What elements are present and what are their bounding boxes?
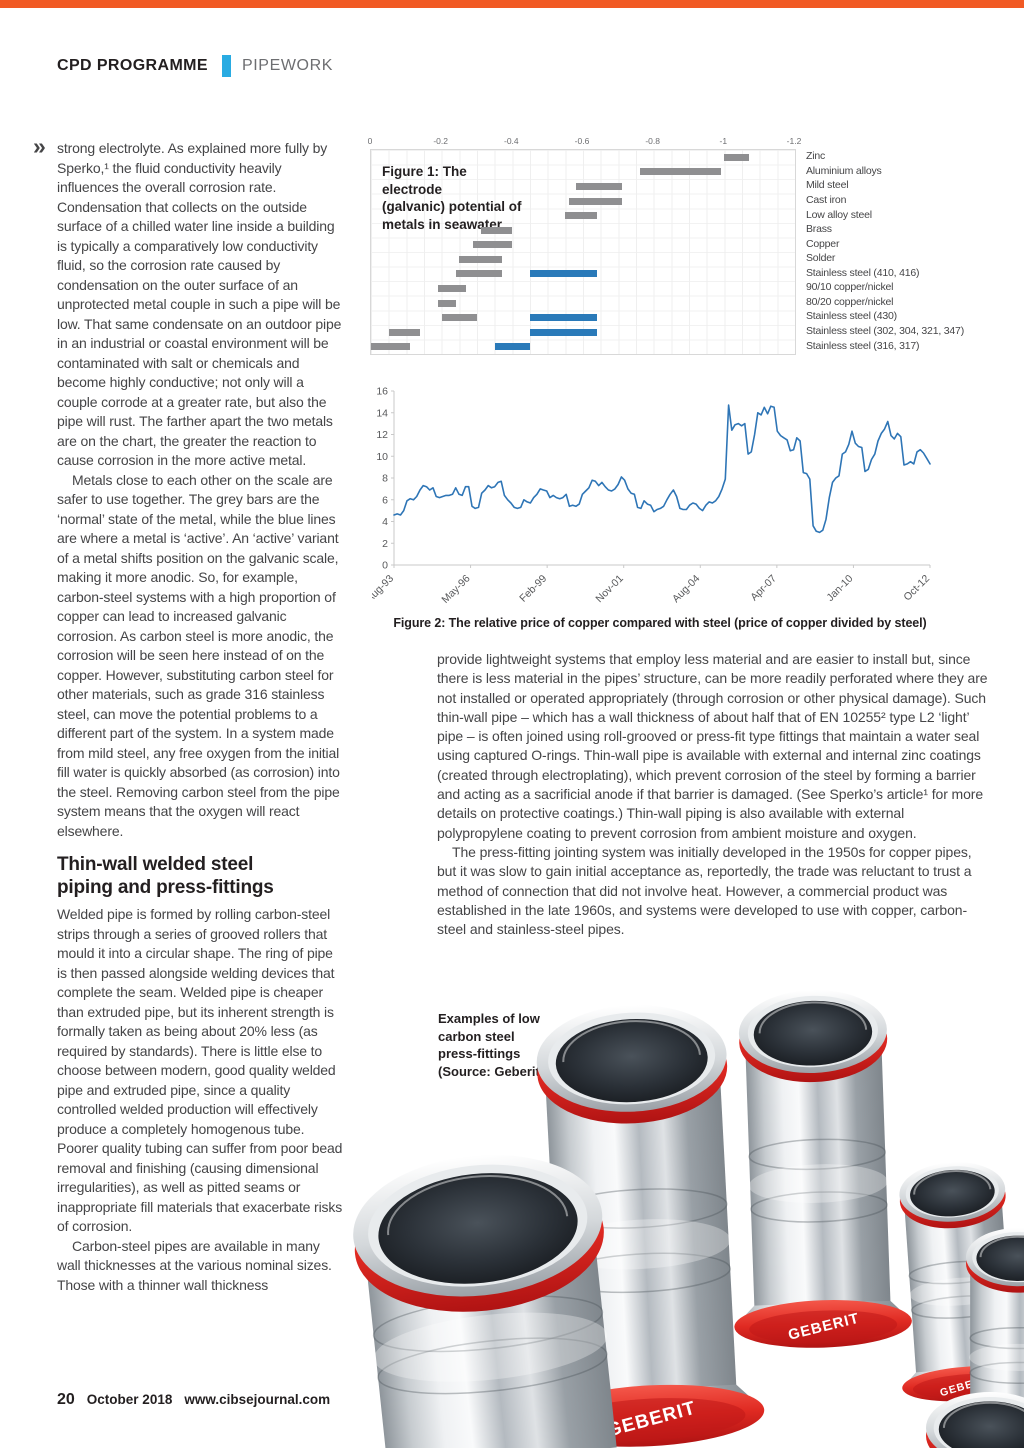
website: www.cibsejournal.com bbox=[184, 1392, 331, 1407]
body-paragraph: strong electrolyte. As explained more fu… bbox=[57, 140, 342, 468]
figure2-x-tick: Feb-99 bbox=[517, 573, 549, 605]
body-paragraph: provide lightweight systems that employ … bbox=[437, 651, 988, 841]
header-divider bbox=[221, 55, 231, 77]
page-header: CPD PROGRAMME PIPEWORK bbox=[57, 55, 333, 77]
figure1-plot-area: Figure 1: The electrode (galvanic) poten… bbox=[370, 149, 796, 355]
press-fitting bbox=[353, 1154, 617, 1448]
figure2-y-tick: 16 bbox=[376, 386, 388, 398]
figure1-tick-label: -0.4 bbox=[504, 136, 519, 146]
figure2-x-tick: May-96 bbox=[439, 573, 472, 606]
figure1-range-bar bbox=[441, 314, 477, 322]
figure1-range-bar bbox=[371, 343, 410, 351]
figure2-y-tick: 4 bbox=[382, 516, 388, 528]
figure2-x-tick: Oct-12 bbox=[901, 573, 932, 604]
page-footer: 20 October 2018 www.cibsejournal.com bbox=[57, 1391, 330, 1409]
press-fitting: GEBERIT bbox=[734, 990, 912, 1348]
figure1-metal-label: Low alloy steel bbox=[806, 208, 872, 221]
continuation-marker: » bbox=[33, 133, 46, 159]
figure2-y-tick: 10 bbox=[376, 451, 388, 463]
figure1-metal-label: Mild steel bbox=[806, 179, 849, 192]
figure1-range-bar bbox=[459, 255, 502, 263]
figure1-range-bar bbox=[438, 284, 467, 292]
figure1-galvanic-chart: 0 -0.2 -0.4 -0.6 -0.8 -1 -1.2 Figure 1: The el… bbox=[368, 136, 1020, 364]
right-column: provide lightweight systems that employ … bbox=[437, 650, 989, 939]
issue-date: October 2018 bbox=[86, 1392, 173, 1407]
figure1-range-bar bbox=[575, 182, 622, 190]
figure1-metal-label: Brass bbox=[806, 223, 832, 236]
figure1-range-bar bbox=[480, 226, 513, 234]
section-heading: Thin-wall welded steel piping and press-… bbox=[57, 854, 274, 898]
left-column: strong electrolyte. As explained more fu… bbox=[57, 139, 345, 1295]
figure1-tick-label: -0.8 bbox=[645, 136, 660, 146]
figure2-x-tick: Nov-01 bbox=[593, 573, 626, 606]
top-accent-bar bbox=[0, 0, 1024, 8]
figure2-y-tick: 0 bbox=[382, 560, 388, 572]
figure1-metal-label: Zinc bbox=[806, 150, 826, 163]
figure2-y-tick: 12 bbox=[376, 429, 388, 441]
figure1-tick-label: 0 bbox=[367, 136, 373, 146]
figure1-range-bar bbox=[530, 328, 598, 336]
figure2-x-tick: Jan-10 bbox=[824, 573, 855, 604]
figure1-metal-label: Stainless steel (302, 304, 321, 347) bbox=[806, 325, 964, 338]
figure2-y-tick: 14 bbox=[376, 407, 388, 419]
body-paragraph: Carbon-steel pipes are available in many… bbox=[57, 1237, 332, 1293]
figure1-metal-label: Stainless steel (410, 416) bbox=[806, 266, 920, 279]
photo-caption: Examples of low carbon steel press-fitti… bbox=[438, 1011, 545, 1079]
figure1-tick-label: -1.2 bbox=[786, 136, 802, 146]
figure2-y-tick: 8 bbox=[382, 473, 388, 485]
figure2-x-tick: Aug-93 bbox=[372, 573, 396, 606]
kicker: CPD PROGRAMME bbox=[57, 57, 208, 74]
figure2-y-tick: 6 bbox=[382, 494, 388, 506]
figure1-range-bar bbox=[494, 343, 530, 351]
figure1-range-bar bbox=[724, 153, 750, 161]
figure2-caption: Figure 2: The relative price of copper c… bbox=[393, 616, 927, 630]
figure1-range-bar bbox=[388, 328, 421, 336]
figure1-range-bar bbox=[438, 299, 456, 307]
figure1-tick-label: -1 bbox=[719, 136, 728, 146]
figure1-range-bar bbox=[455, 270, 502, 278]
figure1-range-bar bbox=[568, 197, 622, 205]
figure1-metal-label: Stainless steel (316, 317) bbox=[806, 339, 920, 352]
figure1-range-bar bbox=[473, 241, 513, 249]
body-paragraph: Welded pipe is formed by rolling carbon-… bbox=[57, 906, 343, 1234]
figure1-range-bar bbox=[530, 270, 598, 278]
figure2-price-line bbox=[393, 404, 931, 534]
figure1-metal-label: 80/20 copper/nickel bbox=[806, 295, 894, 308]
section-label: PIPEWORK bbox=[241, 57, 334, 74]
figure1-metal-label: Copper bbox=[806, 237, 840, 250]
figure1-axis-ticks: 0 -0.2 -0.4 -0.6 -0.8 -1 -1.2 bbox=[368, 136, 802, 148]
page-number: 20 bbox=[57, 1391, 75, 1408]
figure1-metal-labels: Zinc Aluminium alloys Mild steel Cast iron L… bbox=[806, 149, 1020, 353]
figure1-metal-label: Aluminium alloys bbox=[806, 164, 882, 177]
figure1-metal-label: Solder bbox=[806, 252, 836, 265]
press-fitting bbox=[926, 1392, 1024, 1448]
figure1-tick-label: -0.6 bbox=[574, 136, 590, 146]
figure1-tick-label: -0.2 bbox=[433, 136, 448, 146]
figure1-metal-label: Stainless steel (430) bbox=[806, 310, 897, 323]
figure1-range-bar bbox=[530, 314, 598, 322]
figure1-range-bar bbox=[639, 168, 721, 176]
figure1-metal-label: Cast iron bbox=[806, 193, 847, 206]
figure1-title: Figure 1: The electrode (galvanic) poten… bbox=[382, 164, 522, 232]
figure2-y-tick: 2 bbox=[382, 538, 388, 550]
body-paragraph: Metals close to each other on the scale … bbox=[57, 471, 340, 839]
figure1-range-bar bbox=[565, 212, 598, 220]
figure2-x-tick: Apr-07 bbox=[748, 573, 779, 604]
figure2-price-chart: 0 2 4 6 8 10 12 14 16 Aug-93 May-96 Feb-99 Nov-01 Aug… bbox=[372, 386, 932, 606]
figure2-x-tick: Aug-04 bbox=[670, 573, 703, 606]
figure1-metal-label: 90/10 copper/nickel bbox=[806, 281, 894, 294]
body-paragraph: The press-fitting jointing system was in… bbox=[437, 843, 972, 938]
